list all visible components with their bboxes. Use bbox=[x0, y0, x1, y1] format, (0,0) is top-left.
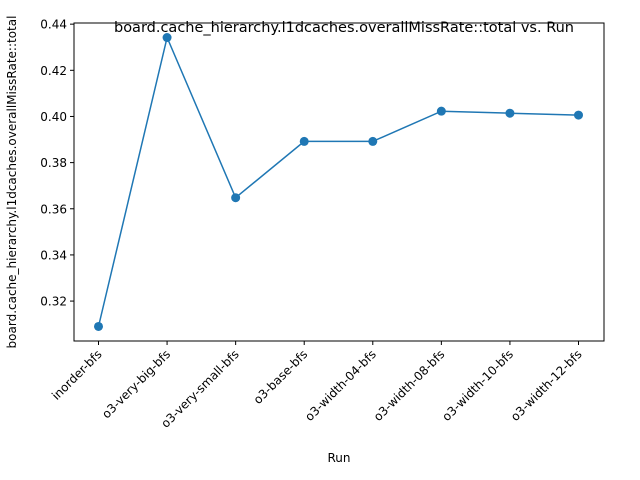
data-point bbox=[368, 136, 378, 146]
data-point bbox=[505, 108, 515, 118]
chart-title: board.cache_hierarchy.l1dcaches.overallM… bbox=[114, 20, 574, 36]
y-tick-label: 0.38 bbox=[40, 156, 67, 170]
series-line-group bbox=[94, 33, 583, 331]
x-axis-label: Run bbox=[327, 451, 350, 465]
data-point bbox=[94, 321, 103, 331]
y-tick-label: 0.40 bbox=[40, 110, 67, 124]
data-point bbox=[436, 106, 446, 116]
data-point bbox=[231, 193, 241, 203]
y-tick-label: 0.42 bbox=[40, 64, 67, 78]
y-axis-ticks: 0.32 0.34 0.36 0.38 0.40 0.42 0.44 bbox=[40, 18, 74, 309]
plot-area-frame bbox=[73, 22, 605, 342]
series-line bbox=[97, 35, 579, 327]
y-tick-label: 0.44 bbox=[40, 18, 67, 32]
y-axis-label: board.cache_hierarchy.l1dcaches.overallM… bbox=[5, 16, 19, 349]
data-point bbox=[299, 136, 309, 146]
y-tick-label: 0.32 bbox=[40, 295, 67, 309]
data-point bbox=[162, 33, 172, 43]
y-tick-label: 0.36 bbox=[40, 202, 67, 216]
y-tick-label: 0.34 bbox=[40, 248, 67, 262]
data-point bbox=[574, 110, 583, 120]
